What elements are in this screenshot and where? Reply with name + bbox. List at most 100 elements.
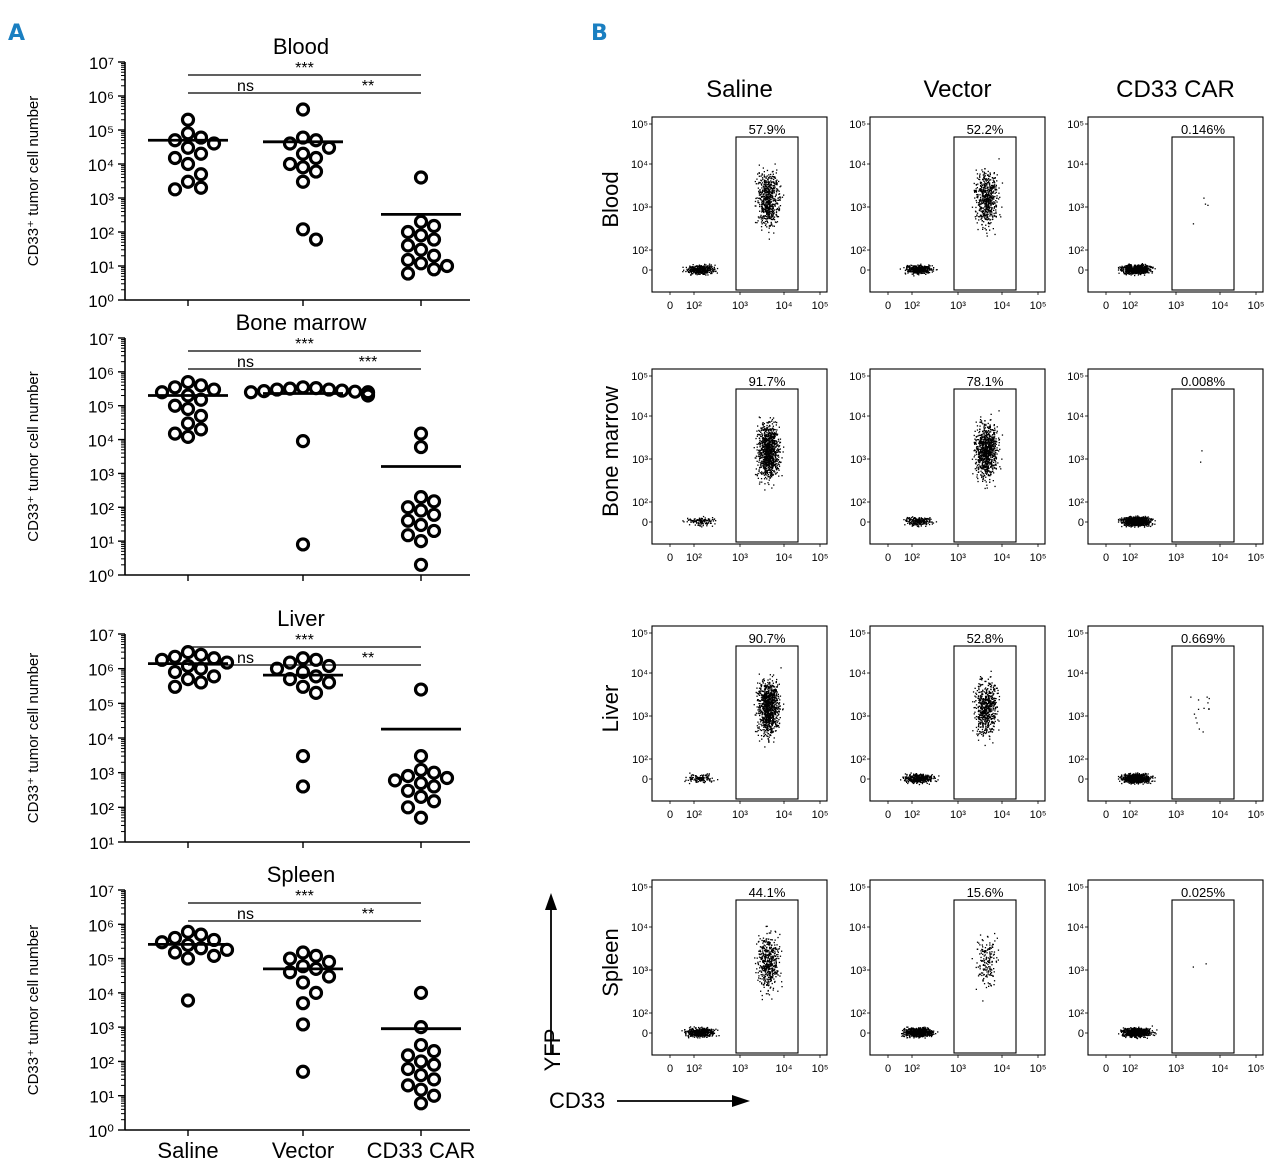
- event-dot: [975, 199, 977, 202]
- event-dot: [1133, 271, 1135, 273]
- event-dot: [993, 212, 995, 215]
- event-dot: [1150, 270, 1152, 273]
- data-point: [413, 426, 429, 441]
- event-dot: [711, 269, 713, 271]
- event-dot: [919, 268, 921, 270]
- event-dot: [1001, 182, 1004, 184]
- event-dot: [986, 198, 989, 200]
- event-dot: [912, 270, 914, 272]
- event-dot: [763, 450, 765, 453]
- event-dot: [981, 194, 984, 196]
- event-dot: [988, 183, 990, 185]
- event-dot: [983, 189, 985, 191]
- event-dot: [770, 429, 772, 432]
- event-dot: [773, 458, 775, 460]
- event-dot: [764, 204, 766, 206]
- event-dot: [931, 271, 933, 273]
- event-dot: [1123, 266, 1125, 268]
- column-header: Vector: [923, 76, 991, 103]
- event-dot: [980, 206, 982, 208]
- event-dot: [986, 232, 988, 234]
- event-dot: [756, 435, 758, 437]
- event-dot: [987, 170, 989, 173]
- event-dot: [975, 218, 977, 220]
- event-dot: [1122, 270, 1124, 272]
- event-dot: [985, 207, 987, 209]
- event-dot: [996, 447, 998, 449]
- event-dot: [916, 271, 918, 274]
- event-dot: [987, 461, 989, 464]
- event-dot: [758, 191, 760, 193]
- event-dot: [778, 180, 780, 183]
- data-point: [413, 1054, 429, 1069]
- event-dot: [768, 227, 770, 229]
- event-dot: [987, 221, 990, 224]
- event-dot: [775, 468, 777, 470]
- event-dot: [1129, 266, 1131, 268]
- event-dot: [1143, 274, 1146, 276]
- event-dot: [769, 471, 771, 473]
- event-dot: [912, 516, 914, 518]
- event-dot: [775, 214, 778, 216]
- event-dot: [757, 464, 759, 466]
- event-dot: [976, 222, 978, 224]
- event-dot: [767, 197, 769, 199]
- event-dot: [761, 441, 764, 444]
- event-dot: [1123, 268, 1125, 270]
- event-dot: [982, 210, 984, 212]
- event-dot: [773, 219, 776, 221]
- event-dot: [768, 215, 770, 217]
- x-tick-label: 0: [885, 552, 891, 564]
- y-tick-label: 10⁷: [89, 882, 114, 901]
- event-dot: [991, 203, 994, 205]
- event-dot: [778, 193, 780, 195]
- event-dot: [781, 457, 783, 459]
- event-dot: [775, 459, 778, 461]
- event-dot: [763, 466, 765, 468]
- event-dot: [1001, 206, 1003, 208]
- event-dot: [910, 268, 913, 270]
- event-dot: [925, 267, 927, 270]
- event-dot: [767, 208, 769, 210]
- event-dot: [768, 472, 770, 474]
- event-dot: [763, 171, 765, 173]
- event-dot: [990, 456, 992, 458]
- event-dot: [764, 211, 766, 213]
- event-dot: [708, 269, 711, 271]
- event-dot: [767, 445, 770, 447]
- event-dot: [774, 163, 776, 165]
- event-dot: [771, 204, 774, 206]
- event-dot: [771, 461, 773, 464]
- event-dot: [981, 188, 983, 191]
- event-dot: [1144, 271, 1146, 274]
- event-dot: [761, 204, 763, 206]
- event-dot: [1127, 268, 1129, 270]
- event-dot: [769, 185, 771, 187]
- event-dot: [1121, 265, 1123, 267]
- event-dot: [758, 454, 760, 456]
- event-dot: [924, 523, 926, 525]
- event-dot: [690, 520, 692, 522]
- event-dot: [757, 455, 759, 458]
- event-dot: [769, 456, 771, 458]
- event-dot: [916, 268, 918, 270]
- y-tick-label: 10²: [89, 1053, 114, 1072]
- data-point: [295, 779, 311, 794]
- event-dot: [980, 448, 982, 451]
- event-dot: [921, 269, 923, 271]
- event-dot: [983, 443, 985, 446]
- event-dot: [925, 269, 927, 271]
- event-dot: [999, 196, 1001, 198]
- event-dot: [775, 457, 777, 459]
- event-dot: [775, 181, 777, 183]
- event-dot: [986, 195, 988, 197]
- event-dot: [766, 427, 768, 429]
- event-dot: [992, 195, 994, 197]
- significance-label: **: [362, 78, 374, 95]
- data-point: [413, 228, 429, 243]
- event-dot: [701, 522, 703, 524]
- event-dot: [701, 271, 703, 274]
- event-dot: [914, 270, 916, 272]
- event-dot: [987, 209, 989, 212]
- event-dot: [763, 438, 765, 441]
